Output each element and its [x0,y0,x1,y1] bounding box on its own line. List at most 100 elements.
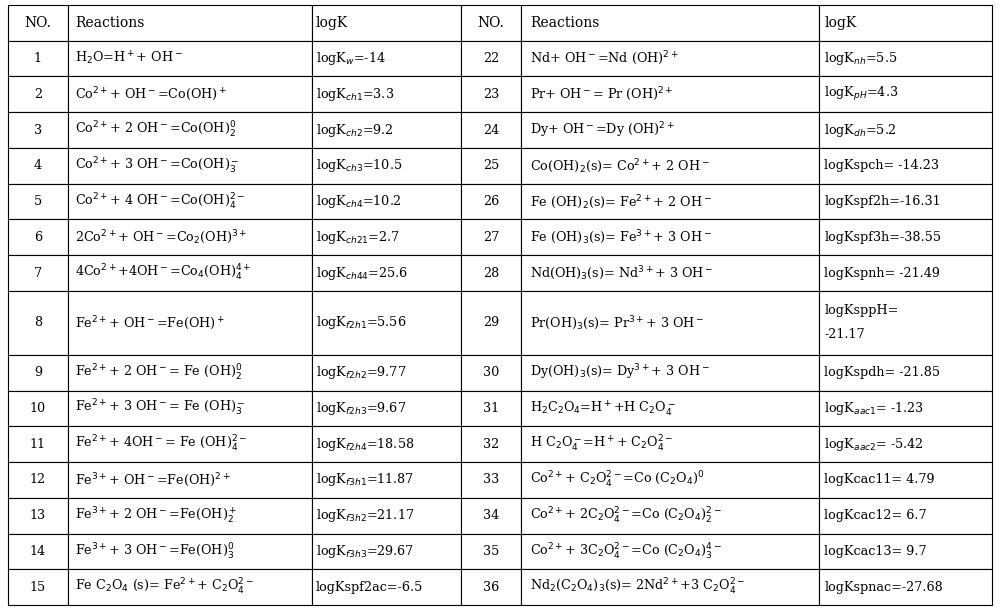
Bar [8,462,68,498]
Text: Pr(OH)$_3$(s)= Pr$^{3+}$+ 3 OH$^-$: Pr(OH)$_3$(s)= Pr$^{3+}$+ 3 OH$^-$ [530,314,704,332]
Text: logK$_{f3h1}$=11.87: logK$_{f3h1}$=11.87 [316,472,414,489]
Bar [8,390,68,426]
Text: Fe (OH)$_2$(s)= Fe$^{2+}$+ 2 OH$^-$: Fe (OH)$_2$(s)= Fe$^{2+}$+ 2 OH$^-$ [530,193,712,210]
Text: 27: 27 [483,231,499,244]
Text: Pr+ OH$^-$= Pr (OH)$^{2+}$: Pr+ OH$^-$= Pr (OH)$^{2+}$ [530,85,673,103]
Text: logKspf2ac=-6.5: logKspf2ac=-6.5 [316,581,423,594]
Text: 34: 34 [483,509,499,522]
Bar [68,291,312,355]
Bar [461,220,521,255]
Text: 3: 3 [34,124,42,137]
Text: 4Co$^{2+}$+4OH$^-$=Co$_4$(OH)$_4^{4+}$: 4Co$^{2+}$+4OH$^-$=Co$_4$(OH)$_4^{4+}$ [75,263,251,283]
Text: logK$_{f2h2}$=9.77: logK$_{f2h2}$=9.77 [316,364,407,381]
Bar [312,255,461,291]
Text: logK$_w$=-14: logK$_w$=-14 [316,50,386,67]
Text: Co$^{2+}$+ 2C$_2$O$_4^{2-}$=Co (C$_2$O$_4$)$_2^{2-}$: Co$^{2+}$+ 2C$_2$O$_4^{2-}$=Co (C$_2$O$_… [530,506,722,526]
Bar [8,534,68,569]
Bar [461,148,521,184]
Text: logKspnh= -21.49: logKspnh= -21.49 [824,267,940,279]
Bar [819,255,992,291]
Bar [8,426,68,462]
Bar [461,184,521,220]
Text: Fe$^{2+}$+ 3 OH$^-$= Fe (OH)$_3^-$: Fe$^{2+}$+ 3 OH$^-$= Fe (OH)$_3^-$ [75,398,246,418]
Bar [819,390,992,426]
Bar [312,148,461,184]
Bar [521,184,819,220]
Bar [521,569,819,605]
Text: Co(OH)$_2$(s)= Co$^{2+}$+ 2 OH$^-$: Co(OH)$_2$(s)= Co$^{2+}$+ 2 OH$^-$ [530,157,710,174]
Text: 24: 24 [483,124,499,137]
Text: Fe C$_2$O$_4$ (s)= Fe$^{2+}$+ C$_2$O$_4^{2-}$: Fe C$_2$O$_4$ (s)= Fe$^{2+}$+ C$_2$O$_4^… [75,577,254,597]
Bar [312,291,461,355]
Bar [312,462,461,498]
Bar [819,76,992,112]
Text: logK: logK [316,16,348,30]
Text: Co$^{2+}$+ C$_2$O$_4^{2-}$=Co (C$_2$O$_4$)$^0$: Co$^{2+}$+ C$_2$O$_4^{2-}$=Co (C$_2$O$_4… [530,470,704,490]
Bar [8,184,68,220]
Text: NO.: NO. [478,16,505,30]
Bar [68,355,312,390]
Bar [819,5,992,41]
Bar [312,390,461,426]
Bar [68,534,312,569]
Text: logKcac11= 4.79: logKcac11= 4.79 [824,473,935,486]
Bar [68,184,312,220]
Text: Co$^{2+}$+ 4 OH$^-$=Co(OH)$_4^{2-}$: Co$^{2+}$+ 4 OH$^-$=Co(OH)$_4^{2-}$ [75,192,245,212]
Text: Dy(OH)$_3$(s)= Dy$^{3+}$+ 3 OH$^-$: Dy(OH)$_3$(s)= Dy$^{3+}$+ 3 OH$^-$ [530,363,710,382]
Text: 35: 35 [483,545,499,558]
Bar [8,112,68,148]
Bar [8,5,68,41]
Bar [819,291,992,355]
Text: NO.: NO. [24,16,51,30]
Text: 13: 13 [30,509,46,522]
Bar [521,355,819,390]
Bar [8,148,68,184]
Bar [312,76,461,112]
Text: Fe (OH)$_3$(s)= Fe$^{3+}$+ 3 OH$^-$: Fe (OH)$_3$(s)= Fe$^{3+}$+ 3 OH$^-$ [530,229,712,246]
Text: 1: 1 [34,52,42,65]
Text: 22: 22 [483,52,499,65]
Text: logKspf3h=-38.55: logKspf3h=-38.55 [824,231,942,244]
Bar [312,426,461,462]
Bar [521,291,819,355]
Text: Fe$^{3+}$+ 2 OH$^-$=Fe(OH)$_2^+$: Fe$^{3+}$+ 2 OH$^-$=Fe(OH)$_2^+$ [75,506,237,526]
Bar [312,5,461,41]
Bar [521,390,819,426]
Text: 28: 28 [483,267,499,279]
Text: H C$_2$O$_4^-$=H$^+$+ C$_2$O$_4^{2-}$: H C$_2$O$_4^-$=H$^+$+ C$_2$O$_4^{2-}$ [530,434,673,454]
Bar [68,390,312,426]
Bar [521,534,819,569]
Text: 29: 29 [483,317,499,329]
Bar [461,291,521,355]
Text: 14: 14 [30,545,46,558]
Bar [8,291,68,355]
Bar [312,534,461,569]
Bar [819,148,992,184]
Text: 5: 5 [34,195,42,208]
Bar [819,569,992,605]
Text: 36: 36 [483,581,499,594]
Text: Co$^{2+}$+ 3 OH$^-$=Co(OH)$_3^-$: Co$^{2+}$+ 3 OH$^-$=Co(OH)$_3^-$ [75,156,240,176]
Text: logK: logK [824,16,857,30]
Bar [461,534,521,569]
Bar [521,220,819,255]
Bar [312,569,461,605]
Text: logK$_{pH}$=4.3: logK$_{pH}$=4.3 [824,85,899,103]
Bar [461,112,521,148]
Bar [521,426,819,462]
Text: logK$_{f3h3}$=29.67: logK$_{f3h3}$=29.67 [316,543,414,560]
Text: logKsppH=: logKsppH= [824,304,899,317]
Text: logK$_{f2h1}$=5.56: logK$_{f2h1}$=5.56 [316,314,406,331]
Text: 8: 8 [34,317,42,329]
Text: logK$_{f2h3}$=9.67: logK$_{f2h3}$=9.67 [316,400,406,417]
Text: 31: 31 [483,402,499,415]
Text: Nd(OH)$_3$(s)= Nd$^{3+}$+ 3 OH$^-$: Nd(OH)$_3$(s)= Nd$^{3+}$+ 3 OH$^-$ [530,264,713,282]
Bar [521,76,819,112]
Text: 2: 2 [34,88,42,101]
Bar [521,112,819,148]
Bar [68,569,312,605]
Bar [819,355,992,390]
Text: H$_2$O=H$^+$+ OH$^-$: H$_2$O=H$^+$+ OH$^-$ [75,50,183,67]
Text: logK$_{f2h4}$=18.58: logK$_{f2h4}$=18.58 [316,436,414,453]
Text: Fe$^{2+}$+ 4OH$^-$= Fe (OH)$_4^{2-}$: Fe$^{2+}$+ 4OH$^-$= Fe (OH)$_4^{2-}$ [75,434,247,454]
